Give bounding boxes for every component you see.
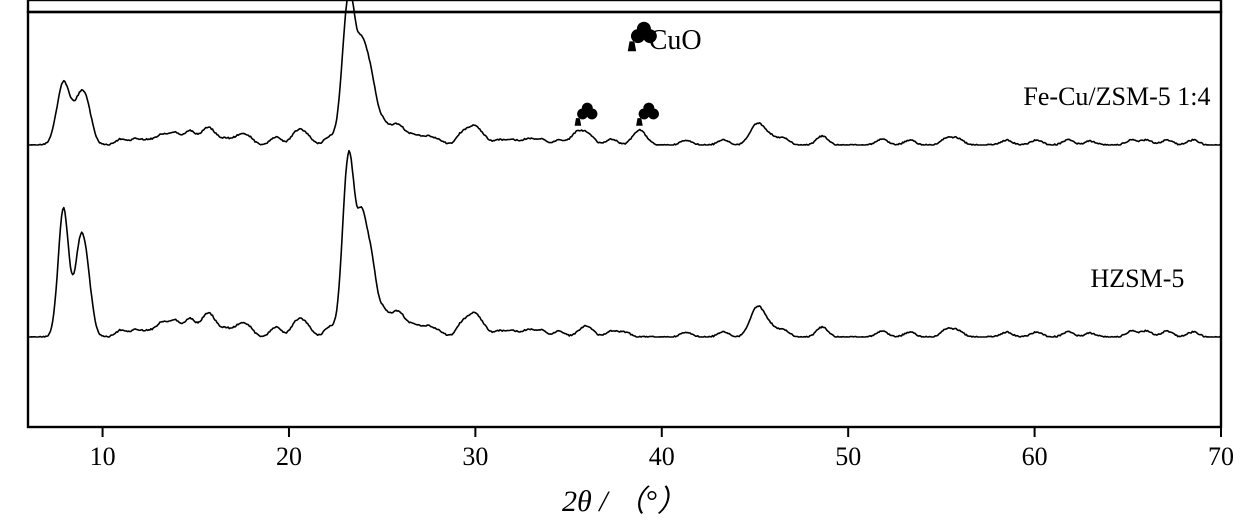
plot-border [28,12,1221,427]
x-axis-label: 2θ / （°） [562,485,687,518]
x-tick-label: 30 [462,442,488,471]
legend-label: CuO [649,25,702,56]
xrd-trace-fe-cu-zsm-5-1-4 [28,0,1220,145]
xrd-chart: 10 20 30 40 50 60 70 2θ / （°） Fe-Cu/ZSM-5 1:4 HZS… [0,0,1240,527]
x-tick-label: 40 [649,442,675,471]
club-marker-icon [575,103,598,126]
club-marker-icon [636,103,659,126]
series-label: Fe-Cu/ZSM-5 1:4 [1023,82,1210,111]
xrd-svg: 10 20 30 40 50 60 70 2θ / （°） Fe-Cu/ZSM-5 1:4 HZS… [0,0,1240,527]
series-label: HZSM-5 [1091,264,1185,293]
xrd-trace-hzsm-5 [28,151,1220,337]
top-band [28,0,1221,12]
x-tick-label: 60 [1022,442,1048,471]
x-tick-label: 20 [276,442,302,471]
x-tick-label: 50 [835,442,861,471]
x-tick-label: 10 [90,442,116,471]
x-tick-label: 70 [1208,442,1234,471]
